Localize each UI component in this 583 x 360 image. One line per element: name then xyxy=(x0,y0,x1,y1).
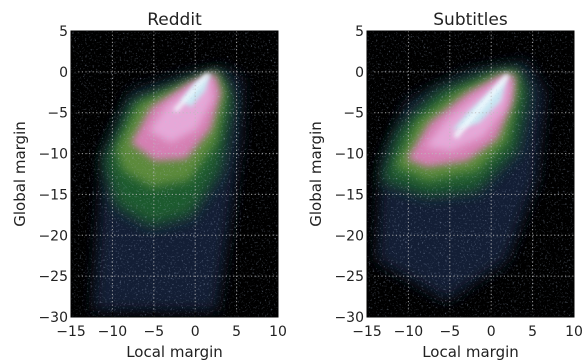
subtitles-panel: Subtitles −15 −10 −5 0 5 10 5 0 −5 −10 −15 −20 −25 −… xyxy=(307,10,583,360)
y-tick-label: 0 xyxy=(355,65,364,81)
chart-title: Subtitles xyxy=(433,10,508,30)
x-tick-label: −15 xyxy=(56,324,86,340)
y-axis-label: Global margin xyxy=(11,121,29,227)
y-tick-label: 0 xyxy=(59,65,68,81)
x-tick-label: −5 xyxy=(439,324,460,340)
heatmap-plot-area xyxy=(70,30,279,318)
x-tick-label: 5 xyxy=(528,324,537,340)
x-axis-label: Local margin xyxy=(126,343,223,360)
y-axis: 5 0 −5 −10 −15 −20 −25 −30 xyxy=(334,24,372,326)
x-tick-label: 0 xyxy=(487,324,496,340)
y-tick-label: −5 xyxy=(343,106,364,122)
y-axis: 5 0 −5 −10 −15 −20 −25 −30 xyxy=(38,24,76,326)
x-axis-label: Local margin xyxy=(422,343,519,360)
x-tick-label: −5 xyxy=(143,324,164,340)
heatmap-plot-area xyxy=(366,30,575,318)
y-tick-label: −15 xyxy=(334,187,364,203)
y-tick-label: −10 xyxy=(334,147,364,163)
noise-speckle xyxy=(367,31,574,317)
axes-frame xyxy=(366,30,575,318)
y-tick-label: 5 xyxy=(355,24,364,40)
grid xyxy=(367,31,574,317)
y-axis-label: Global margin xyxy=(307,121,325,227)
y-tick-label: −30 xyxy=(334,310,364,326)
y-tick-label: −15 xyxy=(38,187,68,203)
y-tick-label: −5 xyxy=(47,106,68,122)
x-axis: −15 −10 −5 0 5 10 xyxy=(56,312,287,340)
axes-frame xyxy=(70,30,279,318)
grid xyxy=(71,31,278,317)
y-tick-label: −20 xyxy=(38,228,68,244)
y-tick-label: −25 xyxy=(334,269,364,285)
x-tick-label: −10 xyxy=(98,324,128,340)
x-axis: −15 −10 −5 0 5 10 xyxy=(352,312,583,340)
y-tick-label: 5 xyxy=(59,24,68,40)
y-tick-label: −25 xyxy=(38,269,68,285)
x-tick-label: 0 xyxy=(191,324,200,340)
x-tick-label: 5 xyxy=(232,324,241,340)
x-tick-label: 10 xyxy=(565,324,583,340)
reddit-panel: Reddit −15 −10 −5 0 5 10 50−5−10−15−20−25−30 … xyxy=(11,10,287,360)
y-tick-label: −20 xyxy=(334,228,364,244)
y-tick-label: −30 xyxy=(38,310,68,326)
x-tick-label: 10 xyxy=(269,324,287,340)
y-tick-label: −10 xyxy=(38,147,68,163)
x-tick-label: −15 xyxy=(352,324,382,340)
x-tick-label: −10 xyxy=(394,324,424,340)
noise-speckle xyxy=(71,31,278,317)
chart-title: Reddit xyxy=(147,10,202,30)
